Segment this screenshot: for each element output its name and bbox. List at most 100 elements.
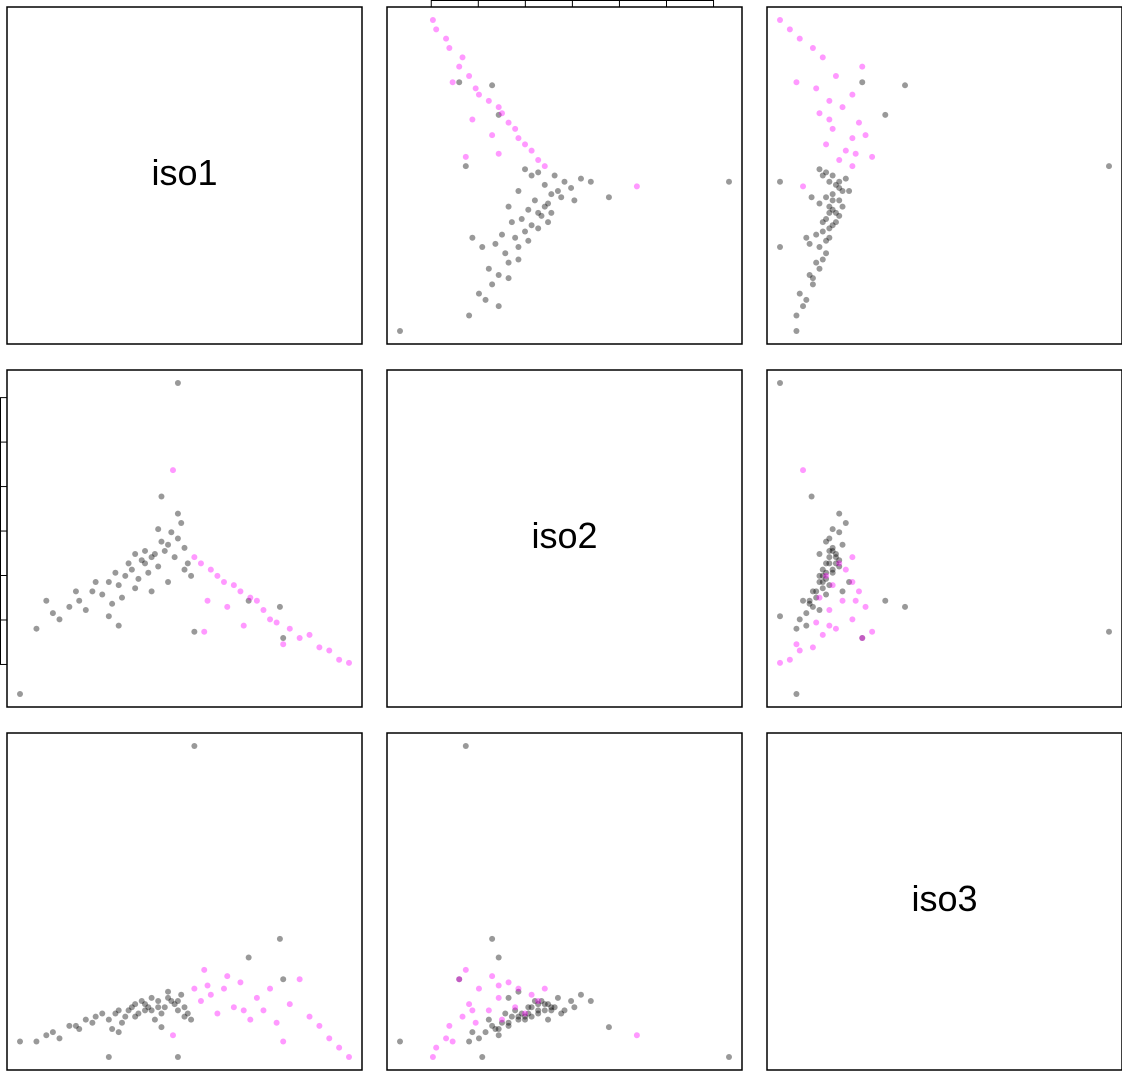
- point: [125, 1007, 132, 1014]
- point: [168, 529, 175, 536]
- point: [545, 1001, 552, 1008]
- point: [446, 44, 453, 51]
- point: [276, 603, 283, 610]
- point: [541, 203, 548, 210]
- point: [17, 1038, 23, 1045]
- point: [829, 222, 836, 229]
- point: [498, 1019, 505, 1026]
- point: [72, 588, 79, 595]
- point: [449, 1038, 456, 1045]
- point: [819, 172, 826, 179]
- point: [842, 566, 849, 573]
- point: [495, 994, 502, 1001]
- point: [92, 1013, 99, 1020]
- variable-label: iso2: [531, 515, 597, 556]
- point: [204, 597, 211, 604]
- point: [849, 91, 856, 98]
- point: [485, 1007, 492, 1014]
- point: [115, 1007, 122, 1014]
- point: [809, 588, 816, 595]
- point: [531, 998, 538, 1005]
- panel-frame: [766, 369, 1122, 708]
- point: [796, 616, 803, 623]
- point: [823, 194, 830, 201]
- point: [92, 579, 99, 586]
- point: [169, 1032, 176, 1039]
- point: [469, 234, 476, 241]
- point: [145, 569, 152, 576]
- point: [633, 1032, 640, 1039]
- point: [151, 1016, 158, 1023]
- point: [459, 1013, 466, 1020]
- point: [128, 566, 135, 573]
- point: [839, 203, 846, 210]
- point: [816, 244, 823, 251]
- point: [846, 188, 853, 195]
- point: [796, 647, 803, 654]
- point: [836, 156, 843, 163]
- point: [528, 1004, 535, 1011]
- point: [469, 116, 476, 123]
- point: [482, 296, 489, 303]
- point: [849, 579, 856, 586]
- point: [446, 1022, 453, 1029]
- point: [816, 579, 823, 586]
- point: [397, 328, 403, 334]
- point: [82, 1016, 89, 1023]
- point: [826, 554, 833, 561]
- variable-label: iso1: [151, 152, 217, 193]
- point: [515, 1013, 522, 1020]
- point: [531, 197, 538, 204]
- point: [522, 166, 529, 173]
- point: [577, 991, 584, 998]
- point: [832, 625, 839, 632]
- point: [495, 954, 502, 961]
- point: [316, 1022, 323, 1029]
- point: [142, 1001, 149, 1008]
- point: [528, 222, 535, 229]
- point: [495, 303, 502, 310]
- point: [786, 656, 793, 663]
- point: [819, 585, 826, 592]
- point: [528, 1013, 535, 1020]
- point: [280, 976, 287, 983]
- point: [819, 631, 826, 638]
- point: [826, 97, 833, 104]
- point: [479, 1054, 486, 1060]
- point: [515, 135, 522, 142]
- point: [115, 622, 122, 629]
- point: [823, 237, 830, 244]
- point: [832, 72, 839, 79]
- point: [466, 1038, 473, 1045]
- point: [836, 178, 843, 185]
- point: [505, 1022, 512, 1029]
- point: [346, 659, 352, 666]
- point: [178, 991, 185, 998]
- point: [813, 594, 820, 601]
- point: [816, 200, 823, 207]
- point: [512, 125, 519, 132]
- point: [122, 1013, 129, 1020]
- point: [859, 79, 866, 86]
- point: [475, 1035, 482, 1042]
- point: [245, 954, 252, 961]
- point: [528, 991, 535, 998]
- point: [829, 547, 836, 554]
- point: [571, 197, 578, 204]
- point: [443, 1035, 450, 1042]
- point: [819, 566, 826, 573]
- point: [247, 1016, 254, 1023]
- point: [495, 982, 502, 989]
- point: [109, 600, 116, 607]
- point: [109, 1026, 116, 1033]
- point: [466, 72, 473, 79]
- point: [191, 554, 198, 561]
- point: [541, 1001, 548, 1008]
- point: [561, 178, 568, 185]
- point: [839, 104, 846, 111]
- point: [286, 1001, 293, 1008]
- point: [165, 541, 172, 548]
- point: [346, 1054, 352, 1060]
- point: [230, 582, 237, 589]
- point: [475, 91, 482, 98]
